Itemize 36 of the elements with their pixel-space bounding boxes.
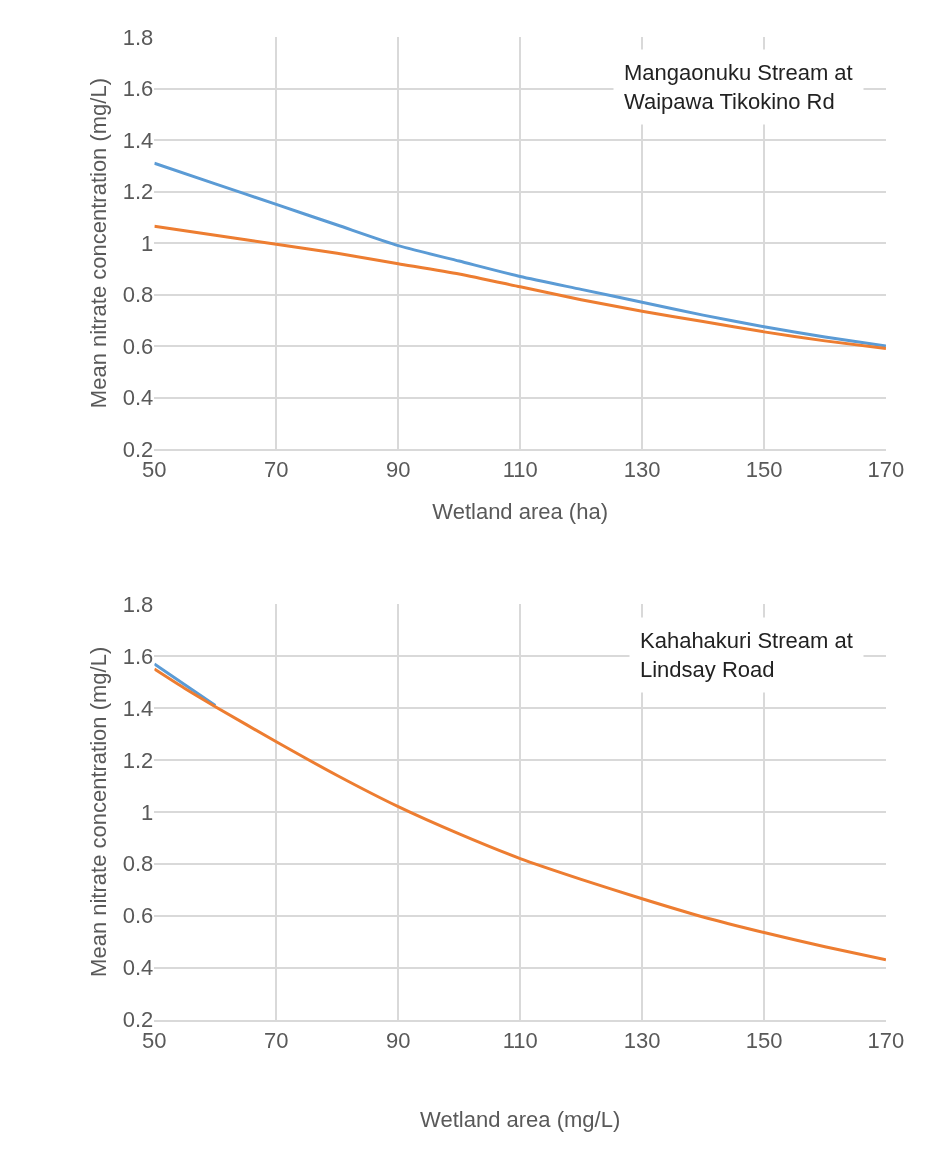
x-tick-label: 130 [623, 1027, 661, 1053]
x-tick-label: 110 [502, 457, 538, 483]
x-tick-label: 90 [385, 1027, 411, 1053]
line-series [154, 224, 886, 351]
y-tick-label: 0.6 [122, 903, 154, 929]
y-tick-label: 1.6 [122, 76, 154, 102]
y-tick-label: 1 [141, 799, 154, 825]
y-axis-title: Mean nitrate concentration (mg/L) [85, 646, 111, 977]
y-tick-label: 1 [141, 230, 154, 256]
y-tick-label: 1.2 [122, 747, 154, 773]
y-tick-label: 0.4 [122, 955, 154, 981]
y-tick-label: 1.6 [122, 643, 154, 669]
annotation: Kahahakuri Stream at Lindsay Road [640, 628, 853, 682]
y-tick-label: 0.8 [122, 282, 154, 308]
y-tick-label: 1.2 [122, 179, 154, 205]
x-axis-title: Wetland area (mg/L) [420, 1107, 621, 1133]
x-tick-label: 150 [745, 1027, 783, 1053]
x-tick-label: 70 [264, 457, 289, 483]
x-tick-label: 90 [385, 457, 411, 483]
x-tick-label: 110 [502, 1027, 538, 1053]
y-tick-label: 1.4 [122, 695, 154, 721]
x-tick-label: 130 [623, 457, 661, 483]
y-tick-label: 1.8 [122, 591, 154, 617]
y-axis-title: Mean nitrate concentration (mg/L) [85, 77, 111, 409]
y-tick-label: 0.8 [122, 851, 154, 877]
y-tick-label: 0.6 [122, 333, 154, 359]
y-tick-label: 1.4 [122, 127, 154, 153]
y-tick-label: 0.4 [122, 385, 154, 411]
x-tick-label: 70 [264, 1027, 289, 1053]
x-tick-label: 170 [867, 1027, 905, 1053]
annotation: Mangaonuku Stream at Waipawa Tikokino Rd [624, 60, 853, 114]
x-tick-label: 150 [745, 457, 783, 483]
x-axis-title: Wetland area (ha) [432, 498, 609, 524]
y-tick-label: 1.8 [122, 24, 154, 50]
x-tick-label: 170 [867, 457, 905, 483]
line-series [154, 161, 886, 348]
